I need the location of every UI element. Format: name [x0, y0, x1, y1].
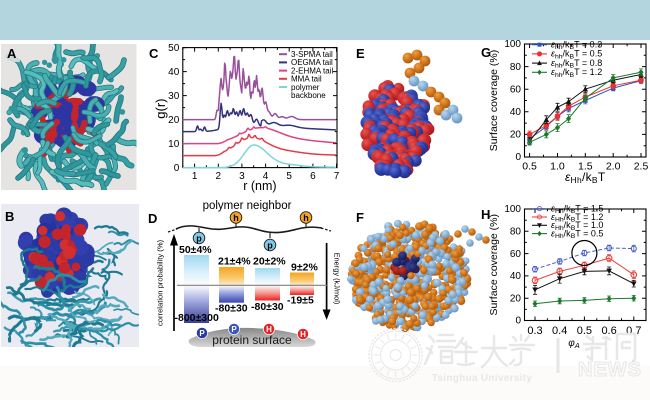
- svg-text:correlation probability (%): correlation probability (%): [156, 239, 165, 326]
- svg-text:polymer: polymer: [291, 83, 320, 92]
- svg-text:εHh/kBT = 1.5: εHh/kBT = 1.5: [551, 204, 603, 216]
- svg-text:0.4: 0.4: [552, 325, 567, 337]
- svg-text:B: B: [5, 209, 14, 224]
- svg-text:-19±5: -19±5: [287, 295, 314, 307]
- svg-text:1: 1: [192, 171, 198, 182]
- svg-text:1.0: 1.0: [550, 161, 565, 173]
- svg-text:80: 80: [510, 62, 522, 73]
- svg-text:4: 4: [263, 171, 269, 182]
- svg-text:0: 0: [515, 316, 521, 327]
- svg-text:H: H: [481, 207, 490, 222]
- svg-text:10: 10: [168, 139, 180, 150]
- svg-text:εhh/kBT = 1.2: εhh/kBT = 1.2: [551, 67, 602, 79]
- svg-text:0: 0: [174, 163, 180, 174]
- svg-text:p: p: [267, 241, 273, 251]
- svg-text:2.5: 2.5: [634, 161, 649, 173]
- svg-text:NEWS: NEWS: [578, 359, 642, 381]
- svg-text:polymer neighbor: polymer neighbor: [203, 200, 292, 212]
- svg-text:30: 30: [168, 91, 180, 102]
- svg-text:0.3: 0.3: [527, 325, 542, 337]
- svg-text:0.5: 0.5: [577, 325, 592, 337]
- svg-text:100: 100: [504, 39, 521, 50]
- svg-text:protein surface: protein surface: [212, 333, 292, 347]
- svg-text:60: 60: [510, 84, 522, 95]
- svg-text:H: H: [300, 330, 306, 339]
- svg-text:2: 2: [215, 171, 221, 182]
- svg-text:H: H: [266, 325, 272, 334]
- svg-text:20±2%: 20±2%: [253, 256, 286, 268]
- svg-text:g(r): g(r): [153, 98, 168, 118]
- svg-text:0.5: 0.5: [522, 161, 537, 173]
- svg-text:P: P: [231, 325, 237, 334]
- svg-text:-800±300: -800±300: [175, 312, 219, 324]
- svg-text:20: 20: [510, 293, 522, 304]
- svg-text:εHh/kBT = 1.0: εHh/kBT = 1.0: [551, 220, 603, 232]
- svg-text:εHh/kBT: εHh/kBT: [565, 170, 606, 185]
- svg-text:0.6: 0.6: [601, 325, 616, 337]
- svg-text:OEGMA tail: OEGMA tail: [291, 58, 333, 67]
- svg-text:F: F: [356, 210, 364, 225]
- svg-text:100: 100: [504, 204, 521, 215]
- svg-text:C: C: [149, 46, 159, 61]
- svg-text:εhh/kBT = 0.3: εhh/kBT = 0.3: [551, 40, 602, 52]
- svg-text:MMA tail: MMA tail: [291, 75, 322, 84]
- svg-text:40: 40: [168, 67, 180, 78]
- svg-text:20: 20: [168, 115, 180, 126]
- svg-text:1.5: 1.5: [578, 161, 593, 173]
- svg-text:Surface coverage (%): Surface coverage (%): [488, 214, 500, 316]
- svg-text:A: A: [7, 46, 17, 61]
- svg-text:εHh/kBT = 1.2: εHh/kBT = 1.2: [551, 212, 603, 224]
- svg-text:εhh/kBT = 0.8: εhh/kBT = 0.8: [551, 58, 602, 70]
- svg-text:50: 50: [168, 43, 180, 54]
- svg-text:E: E: [356, 46, 365, 61]
- svg-text:r (nm): r (nm): [243, 179, 276, 193]
- svg-text:εHh/kBT = 0.5: εHh/kBT = 0.5: [551, 228, 603, 240]
- svg-text:D: D: [148, 211, 157, 226]
- svg-text:40: 40: [510, 271, 522, 282]
- svg-text:7: 7: [334, 171, 340, 182]
- svg-text:50±4%: 50±4%: [179, 244, 212, 256]
- svg-text:εhh/kBT = 0.5: εhh/kBT = 0.5: [551, 49, 602, 61]
- svg-text:20: 20: [510, 130, 522, 141]
- svg-text:60: 60: [510, 249, 522, 260]
- svg-text:h: h: [303, 213, 309, 223]
- svg-text:80: 80: [510, 227, 522, 238]
- svg-text:Surface coverage (%): Surface coverage (%): [488, 50, 500, 152]
- svg-text:h: h: [233, 213, 239, 223]
- svg-text:G: G: [481, 45, 491, 60]
- svg-text:21±4%: 21±4%: [218, 256, 251, 268]
- svg-text:Energy (kJ/mol): Energy (kJ/mol): [333, 253, 342, 305]
- svg-text:p: p: [196, 234, 202, 244]
- svg-text:-80±30: -80±30: [215, 303, 248, 315]
- svg-text:2.0: 2.0: [606, 161, 621, 173]
- svg-text:-80±30: -80±30: [251, 301, 284, 313]
- svg-text:5: 5: [286, 171, 292, 182]
- svg-text:backbone: backbone: [291, 91, 326, 100]
- svg-text:6: 6: [310, 171, 316, 182]
- svg-text:φA: φA: [568, 338, 580, 350]
- svg-text:Tsinghua University: Tsinghua University: [432, 373, 533, 384]
- svg-text:0: 0: [515, 152, 521, 163]
- svg-text:40: 40: [510, 107, 522, 118]
- svg-text:2-EHMA tail: 2-EHMA tail: [291, 66, 333, 75]
- svg-text:3: 3: [239, 171, 245, 182]
- svg-text:9±2%: 9±2%: [291, 262, 318, 274]
- svg-text:P: P: [199, 329, 205, 338]
- svg-text:3-SPMA tail: 3-SPMA tail: [291, 50, 333, 59]
